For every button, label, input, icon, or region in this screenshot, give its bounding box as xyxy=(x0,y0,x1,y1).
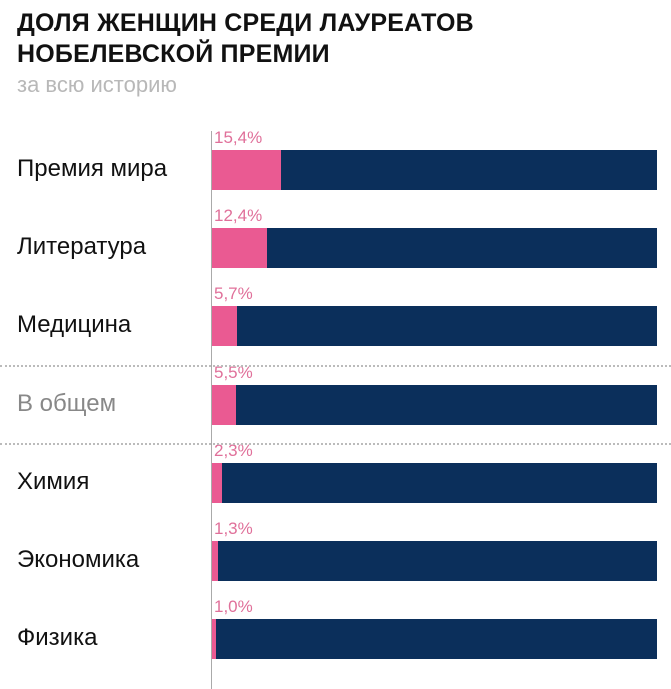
bar-remainder xyxy=(212,150,657,190)
bar-remainder xyxy=(212,228,657,269)
category-label: Медицина xyxy=(17,311,132,339)
category-label: Физика xyxy=(17,624,98,652)
category-label: Экономика xyxy=(17,546,140,573)
bar-women xyxy=(212,306,238,347)
bar-remainder xyxy=(212,462,657,503)
category-label: В общем xyxy=(17,389,117,417)
chart-title: ДОЛЯ ЖЕНЩИН СРЕДИ ЛАУРЕАТОВ НОБЕЛЕВСКОЙ … xyxy=(17,9,474,68)
bar-remainder xyxy=(212,541,657,581)
category-label: Литература xyxy=(17,233,147,261)
chart-subtitle: за всю историю xyxy=(17,72,177,97)
value-label: 2,3% xyxy=(214,440,253,460)
dotted-separator xyxy=(0,442,671,445)
value-label: 1,3% xyxy=(214,519,253,538)
category-label: Премия мира xyxy=(17,155,168,182)
value-label: 15,4% xyxy=(214,128,263,147)
bar-remainder xyxy=(212,619,657,660)
bar-remainder xyxy=(212,384,657,425)
bar-remainder xyxy=(212,306,657,347)
value-label: 12,4% xyxy=(214,206,263,226)
bar-women xyxy=(212,619,217,660)
bar-women xyxy=(212,228,268,269)
bar-women xyxy=(212,150,281,190)
value-label: 5,5% xyxy=(214,362,253,382)
bar-women xyxy=(212,462,223,503)
category-label: Химия xyxy=(17,467,90,495)
bar-women xyxy=(212,384,237,425)
dotted-separator xyxy=(0,364,671,367)
y-axis-line xyxy=(211,131,212,689)
bar-women xyxy=(212,541,218,581)
value-label: 1,0% xyxy=(214,597,253,617)
value-label: 5,7% xyxy=(214,284,253,304)
